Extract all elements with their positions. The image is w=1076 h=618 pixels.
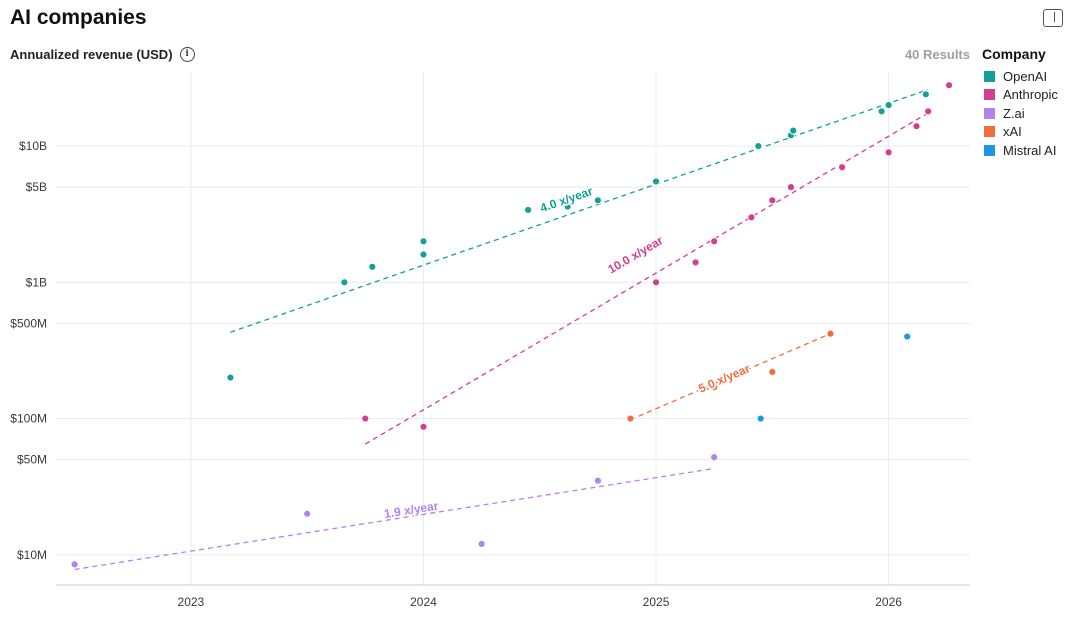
data-point — [826, 329, 835, 338]
data-point — [877, 107, 886, 116]
legend-swatch — [984, 144, 995, 156]
data-point — [710, 383, 719, 392]
data-point — [710, 237, 719, 246]
legend-swatch — [984, 70, 995, 82]
x-tick-label: 2024 — [410, 595, 437, 609]
legend-item[interactable]: Z.ai — [982, 104, 1072, 123]
legend-item[interactable]: Mistral AI — [982, 141, 1072, 160]
legend-item[interactable]: OpenAI — [982, 67, 1072, 86]
legend-swatch — [984, 126, 995, 138]
data-point — [340, 278, 349, 287]
data-point — [747, 213, 756, 222]
data-point — [70, 560, 79, 569]
legend-title: Company — [982, 46, 1046, 62]
growth-rate-label: 1.9 x/year — [383, 499, 440, 521]
legend-label: OpenAI — [1003, 68, 1048, 84]
data-point — [524, 205, 533, 215]
x-tick-label: 2025 — [643, 595, 670, 609]
data-point — [884, 148, 893, 157]
trend-line — [364, 112, 929, 445]
data-point — [924, 107, 933, 116]
data-point — [419, 422, 428, 431]
x-tick-label: 2026 — [875, 595, 902, 609]
sidebar-panel-icon[interactable] — [1043, 9, 1063, 27]
data-point — [837, 163, 847, 172]
data-point — [884, 101, 893, 110]
legend-label: xAI — [1003, 124, 1022, 140]
data-point — [303, 509, 312, 518]
data-point — [912, 122, 921, 131]
legend-label: Anthropic — [1003, 87, 1058, 103]
data-point — [226, 373, 235, 382]
trend-line — [630, 333, 831, 421]
y-tick-label: $1B — [26, 275, 47, 289]
info-icon[interactable]: i — [179, 47, 195, 62]
data-point — [593, 196, 602, 205]
legend-swatch — [984, 107, 995, 119]
data-point — [419, 237, 428, 246]
data-point — [786, 183, 796, 192]
y-tick-label: $100M — [10, 412, 47, 426]
legend-item[interactable]: Anthropic — [982, 86, 1072, 105]
page-title: AI companies — [10, 6, 147, 29]
data-point — [789, 126, 798, 135]
data-point — [563, 202, 572, 211]
data-point — [593, 476, 602, 485]
data-point — [768, 367, 777, 377]
legend-label: Mistral AI — [1003, 142, 1057, 158]
data-point — [756, 414, 765, 423]
legend: Company OpenAI Anthropic Z.ai xAI Mistra… — [982, 46, 1072, 160]
growth-rate-label: 5.0 x/year — [696, 361, 752, 396]
legend-swatch — [984, 89, 995, 101]
data-point — [768, 196, 777, 205]
y-axis-title: Annualized revenue (USD) i — [10, 47, 195, 62]
y-tick-label: $50M — [17, 453, 47, 467]
data-point — [903, 332, 912, 341]
y-tick-label: $5B — [26, 180, 47, 194]
data-point — [626, 414, 635, 423]
data-point — [651, 278, 661, 287]
legend-item[interactable]: xAI — [982, 123, 1072, 142]
data-point — [419, 250, 428, 259]
results-count: 40 Results — [904, 47, 970, 62]
y-axis-label: Annualized revenue (USD) — [10, 47, 173, 62]
data-point — [477, 539, 486, 549]
growth-rate-label: 10.0 x/year — [605, 233, 665, 276]
data-point — [944, 81, 954, 90]
x-tick-label: 2023 — [178, 595, 205, 609]
y-tick-label: $500M — [10, 316, 47, 330]
data-point — [361, 414, 370, 423]
data-point — [710, 453, 719, 462]
legend-label: Z.ai — [1003, 105, 1025, 121]
data-point — [691, 258, 700, 267]
y-tick-label: $10B — [19, 139, 47, 153]
data-point — [754, 142, 763, 151]
y-tick-label: $10M — [17, 548, 47, 562]
data-point — [368, 262, 377, 271]
data-point — [921, 90, 930, 99]
data-point — [651, 177, 661, 186]
trend-line — [230, 88, 929, 333]
